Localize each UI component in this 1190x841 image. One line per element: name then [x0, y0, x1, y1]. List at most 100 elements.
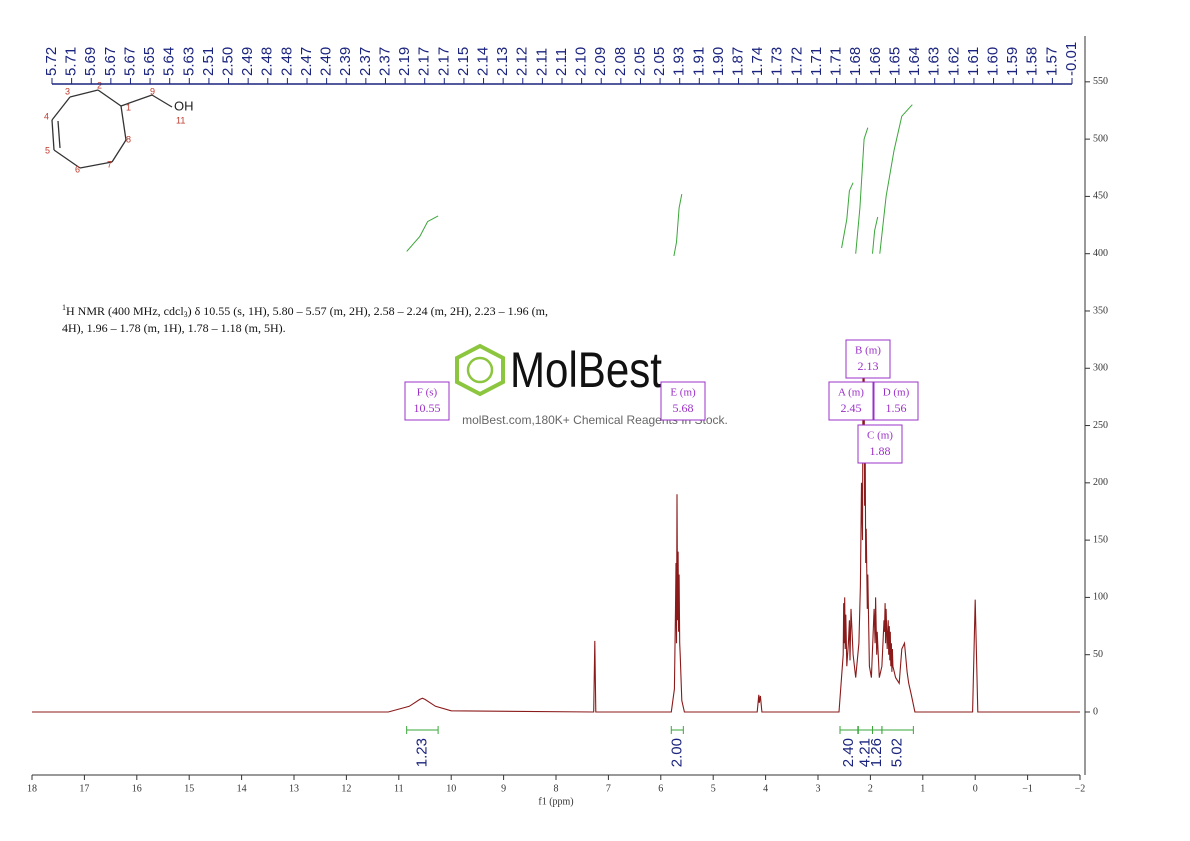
peak-label: 2.47 [298, 47, 315, 76]
multiplet-label: E (m) [670, 387, 696, 399]
multiplet-box [845, 339, 891, 379]
peak-label: 2.37 [357, 47, 374, 76]
peak-label: 2.37 [376, 47, 393, 76]
y-tick-label: 150 [1093, 534, 1108, 545]
peak-label: 1.87 [730, 47, 747, 76]
peak-label: 1.74 [749, 47, 766, 76]
multiplet-box [828, 381, 874, 421]
peak-label: 1.60 [985, 47, 1002, 76]
peak-label: 1.68 [847, 47, 864, 76]
peak-label: 2.11 [553, 48, 570, 76]
x-tick-label: 10 [446, 783, 456, 794]
x-tick-label: 16 [132, 783, 142, 794]
peak-label: 1.63 [926, 47, 943, 76]
integral-label: 4.21 [856, 738, 873, 767]
x-tick-label: 5 [711, 783, 716, 794]
peak-label: 1.65 [886, 47, 903, 76]
peak-label: 5.71 [63, 47, 80, 76]
x-tick-label: 0 [973, 783, 978, 794]
x-tick-label: 1 [920, 783, 925, 794]
y-tick-label: 200 [1093, 477, 1108, 488]
peak-label: 5.65 [141, 47, 158, 76]
peak-label: 5.69 [82, 47, 99, 76]
peak-label: 1.66 [867, 47, 884, 76]
peak-label: 2.17 [416, 47, 433, 76]
peak-label: 1.62 [945, 47, 962, 76]
atom-number: 3 [65, 86, 70, 96]
peak-label: 2.09 [592, 47, 609, 76]
peak-label: 1.72 [788, 47, 805, 76]
atom-number: 9 [150, 86, 155, 96]
multiplet-label: A (m) [838, 387, 864, 399]
y-tick-label: 500 [1093, 133, 1108, 144]
peak-label: 2.13 [494, 47, 511, 76]
x-tick-label: 7 [606, 783, 611, 794]
functional-group: OH [174, 98, 194, 113]
peak-label: 2.40 [318, 47, 335, 76]
peak-label: 5.63 [180, 47, 197, 76]
peak-label: 1.64 [906, 47, 923, 76]
peak-label: 2.48 [278, 47, 295, 76]
spectrum-line [32, 345, 1080, 713]
peak-label: 2.08 [612, 47, 629, 76]
peak-label: 2.05 [631, 47, 648, 76]
x-tick-label: 3 [816, 783, 821, 794]
x-tick-label: 6 [658, 783, 663, 794]
peak-label: -0.01 [1063, 42, 1080, 76]
peak-label: 2.19 [396, 47, 413, 76]
multiplet-label: B (m) [855, 345, 881, 357]
atom-number: 1 [126, 102, 131, 112]
peak-label: 2.11 [533, 48, 550, 76]
x-tick-label: 15 [184, 783, 194, 794]
multiplet-shift: 1.56 [886, 401, 907, 415]
watermark-logo [455, 343, 505, 397]
multiplet-label: D (m) [883, 387, 910, 399]
peak-label: 2.17 [435, 47, 452, 76]
atom-number: 8 [126, 134, 131, 144]
x-tick-label: 14 [237, 783, 247, 794]
peak-label: 5.72 [43, 47, 60, 76]
y-tick-label: 50 [1093, 649, 1103, 660]
atom-number: 6 [75, 164, 80, 174]
superscript: 1 [62, 303, 66, 312]
peak-label: 2.39 [337, 47, 354, 76]
multiplet-box [660, 381, 706, 421]
peak-label: 2.10 [573, 47, 590, 76]
y-tick-label: 550 [1093, 76, 1108, 87]
y-tick-label: 100 [1093, 592, 1108, 603]
multiplet-shift: 2.45 [841, 401, 862, 415]
peak-label: 1.57 [1043, 47, 1060, 76]
peak-label: 1.90 [710, 47, 727, 76]
integral-curve [406, 104, 913, 257]
peak-label: 1.93 [671, 47, 688, 76]
peak-label: 1.71 [828, 47, 845, 76]
atom-number: 5 [45, 145, 50, 155]
x-tick-label: 11 [394, 783, 404, 794]
y-tick-label: 250 [1093, 420, 1108, 431]
multiplet-box [404, 381, 450, 421]
x-tick-label: 18 [27, 783, 37, 794]
integral-label: 2.40 [840, 738, 857, 767]
peak-label: 1.61 [965, 47, 982, 76]
integral-label: 5.02 [889, 738, 906, 767]
multiplet-label: F (s) [417, 387, 438, 399]
x-tick-label: −1 [1022, 783, 1033, 794]
description-line: 1H NMR (400 MHz, cdcl3) δ 10.55 (s, 1H),… [62, 303, 548, 319]
atom-number: 7 [107, 159, 112, 169]
peak-label: 2.49 [239, 47, 256, 76]
x-axis-label: f1 (ppm) [538, 796, 573, 807]
peak-label: 5.67 [102, 47, 119, 76]
atom-number: 4 [44, 111, 49, 121]
peak-label: 2.05 [651, 47, 668, 76]
structure [51, 89, 173, 169]
integral-label: 2.00 [668, 738, 685, 767]
integral-label: 1.26 [868, 738, 885, 767]
multiplet-box [857, 424, 903, 464]
y-tick-label: 450 [1093, 191, 1108, 202]
peak-label: 1.71 [808, 47, 825, 76]
peak-label: 1.91 [690, 47, 707, 76]
y-tick-label: 400 [1093, 248, 1108, 259]
peak-label: 1.73 [769, 47, 786, 76]
